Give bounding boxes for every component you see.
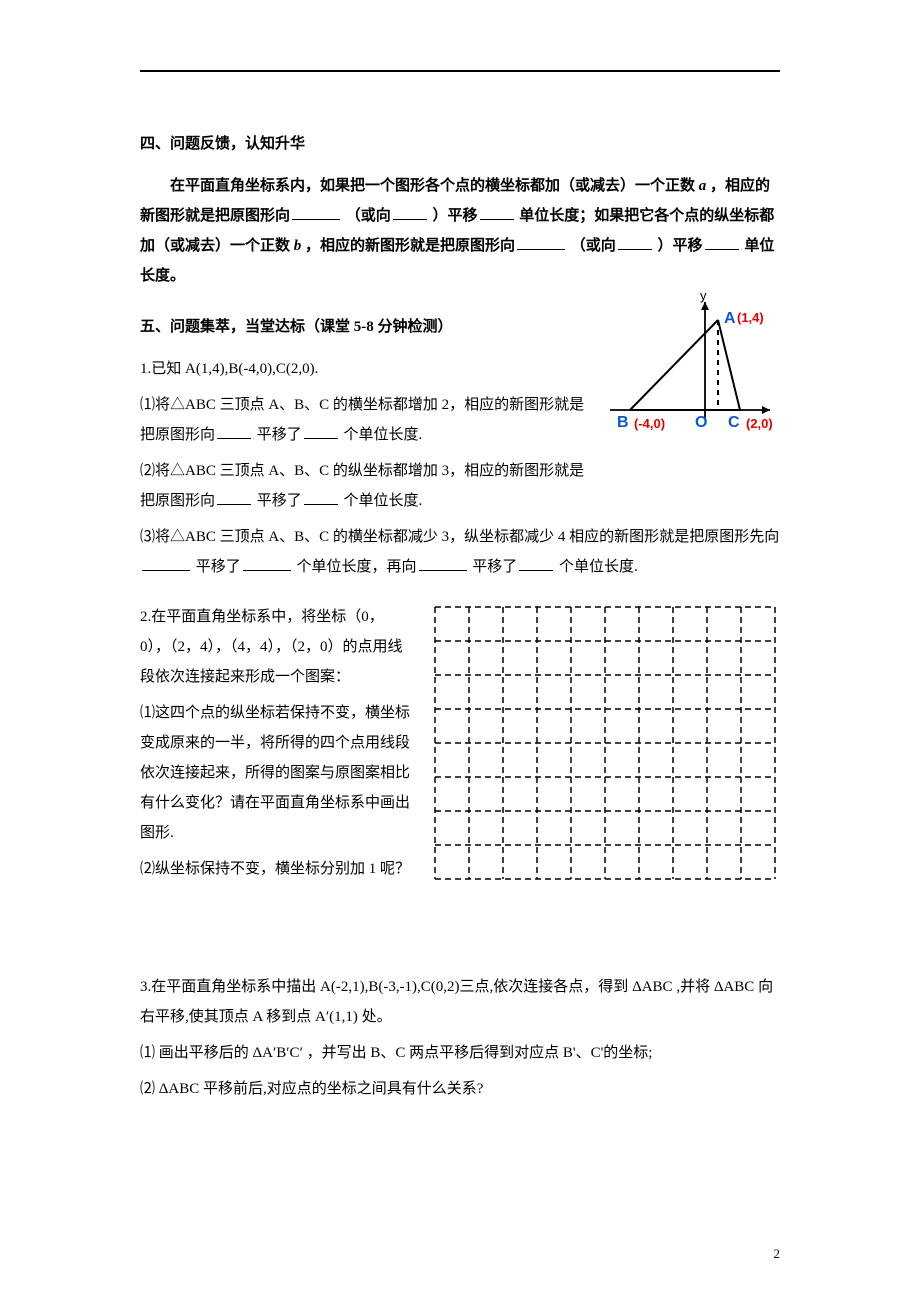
blank-5: [618, 234, 652, 250]
point-C-label: C: [728, 414, 740, 431]
q3l1b: ,并将: [676, 979, 710, 995]
blank-q1-3b: [243, 555, 291, 571]
blank-q1-3d: [519, 555, 553, 571]
q1-part3: ⑶将△ABC 三顶点 A、B、C 的横坐标都减少 3，纵坐标都减少 4 相应的新…: [140, 522, 780, 582]
q1p3c: 个单位长度，再向: [297, 559, 417, 575]
blank-q1-2a: [217, 489, 251, 505]
s4-text-3: （或向: [346, 208, 391, 224]
blank-2: [393, 204, 427, 220]
q1p3d: 平移了: [472, 559, 517, 575]
s4-text-4: ）平移: [433, 208, 478, 224]
origin-label: O: [695, 414, 707, 431]
q3-tri-abc-2: ΔABC: [714, 979, 755, 995]
blank-1: [292, 204, 340, 220]
q2-intro: 2.在平面直角坐标系中，将坐标（0，0），（2，4），（4，4），（2，0）的点…: [140, 602, 410, 692]
q1p3e: 个单位长度.: [559, 559, 638, 575]
q1p3b: 平移了: [196, 559, 241, 575]
q1p3a: ⑶将△ABC 三顶点 A、B、C 的横坐标都减少 3，纵坐标都减少 4 相应的新…: [140, 529, 779, 545]
q2-part2: ⑵纵坐标保持不变，横坐标分别加 1 呢？: [140, 854, 410, 884]
blank-q1-3a: [142, 555, 190, 571]
q3-aprime: A′(1,1): [315, 1009, 358, 1025]
point-A-label: A: [724, 310, 736, 327]
q3-part1: ⑴ 画出平移后的 ΔA′B′C′ ，并写出 B、C 两点平移后得到对应点 B'、…: [140, 1038, 780, 1068]
s4-text-8: （或向: [571, 238, 616, 254]
page-number: 2: [774, 1246, 781, 1262]
q3p2b: 平移前后,对应点的坐标之间具有什么关系?: [203, 1081, 483, 1097]
blank-4: [517, 234, 565, 250]
q1p1b: 平移了: [257, 427, 302, 443]
q3-tri-prime: ΔA′B′C′: [253, 1045, 303, 1061]
s4-text-7: ，相应的新图形就是把原图形向: [305, 238, 515, 254]
blank-6: [705, 234, 739, 250]
q1-part2: ⑵将△ABC 三顶点 A、B、C 的纵坐标都增加 3，相应的新图形就是把原图形向…: [140, 456, 590, 516]
s4-var-a: a: [699, 178, 707, 194]
q3-part2: ⑵ ΔABC 平移前后,对应点的坐标之间具有什么关系?: [140, 1074, 780, 1104]
s4-var-b: b: [294, 238, 302, 254]
point-A-coord: (1,4): [737, 310, 764, 325]
q3p1a: ⑴ 画出平移后的: [140, 1045, 249, 1061]
section-4-heading: 四、问题反馈，认知升华: [140, 132, 780, 153]
grid-figure: [430, 602, 780, 892]
blank-3: [480, 204, 514, 220]
top-horizontal-rule: [140, 70, 780, 72]
q1-part1: ⑴将△ABC 三顶点 A、B、C 的横坐标都增加 2，相应的新图形就是把原图形向…: [140, 390, 590, 450]
q3-tri-abc-1: ΔABC: [632, 979, 673, 995]
y-axis-label: y: [700, 290, 707, 303]
blank-q1-2b: [304, 489, 338, 505]
q2-part1: ⑴这四个点的纵坐标若保持不变，横坐标变成原来的一半，将所得的四个点用线段依次连接…: [140, 698, 410, 848]
s4-text-9: ）平移: [658, 238, 703, 254]
q3l1d: 处。: [362, 1009, 392, 1025]
point-C-coord: (2,0): [746, 416, 773, 431]
blank-q1-1b: [304, 423, 338, 439]
s4-text-0: 在平面直角坐标系内，如果把一个图形各个点的横坐标都加（或减去）一个正数: [170, 178, 695, 194]
q3p1b: ，并写出 B、C 两点平移后得到对应点 B'、C'的坐标;: [307, 1045, 653, 1061]
q3p2a: ⑵: [140, 1081, 155, 1097]
q3l1a: 3.在平面直角坐标系中描出 A(-2,1),B(-3,-1),C(0,2)三点,…: [140, 979, 628, 995]
blank-q1-3c: [419, 555, 467, 571]
section-4-paragraph: 在平面直角坐标系内，如果把一个图形各个点的横坐标都加（或减去）一个正数 a ，相…: [140, 171, 780, 291]
q1p2b: 平移了: [257, 493, 302, 509]
q3-tri-abc-3: ΔABC: [159, 1081, 200, 1097]
q1p1c: 个单位长度.: [344, 427, 423, 443]
q3-line1: 3.在平面直角坐标系中描出 A(-2,1),B(-3,-1),C(0,2)三点,…: [140, 972, 780, 1032]
triangle-figure: y A (1,4) B (-4,0) O C (2,0): [600, 290, 780, 445]
point-B-label: B: [617, 414, 629, 431]
q1p2c: 个单位长度.: [344, 493, 423, 509]
point-B-coord: (-4,0): [634, 416, 665, 431]
blank-q1-1a: [217, 423, 251, 439]
